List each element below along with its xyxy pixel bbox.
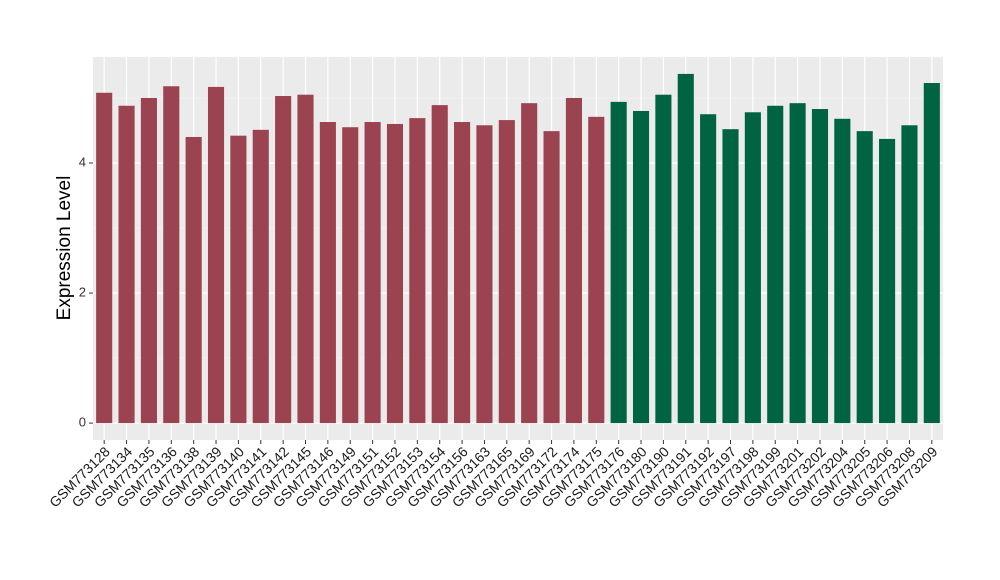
bar (834, 118, 851, 424)
bar (521, 103, 538, 424)
y-tick-label: 2 (79, 284, 86, 299)
bar (700, 114, 717, 424)
bar (923, 83, 940, 424)
bar (632, 110, 650, 424)
bar (409, 118, 426, 424)
bar (297, 94, 314, 424)
bar (185, 136, 202, 424)
bar (498, 120, 515, 424)
bar (856, 131, 873, 424)
bar (364, 122, 381, 424)
bar (789, 103, 806, 424)
bar (431, 105, 448, 424)
bar (140, 97, 157, 424)
bar (342, 127, 359, 424)
y-tick-label: 4 (79, 154, 86, 169)
bar (901, 125, 918, 424)
bar (96, 92, 113, 424)
bar (386, 123, 404, 424)
bar (744, 112, 761, 424)
bar (879, 138, 896, 424)
bar (476, 125, 493, 424)
bar (207, 86, 225, 424)
bar (767, 105, 784, 424)
bar (275, 96, 292, 424)
bar (655, 94, 672, 424)
bar (677, 73, 694, 424)
bar (319, 122, 336, 424)
y-axis-label: Expression Level (54, 176, 75, 321)
bar (610, 101, 627, 424)
bar (811, 109, 829, 424)
bar (454, 122, 471, 424)
y-tick-label: 0 (79, 415, 86, 430)
bar (722, 129, 739, 424)
bar (588, 116, 605, 424)
bar (565, 97, 582, 424)
bar (543, 131, 560, 424)
bar (118, 105, 135, 424)
bar (230, 135, 247, 424)
bar (163, 86, 180, 424)
bar (252, 129, 269, 424)
